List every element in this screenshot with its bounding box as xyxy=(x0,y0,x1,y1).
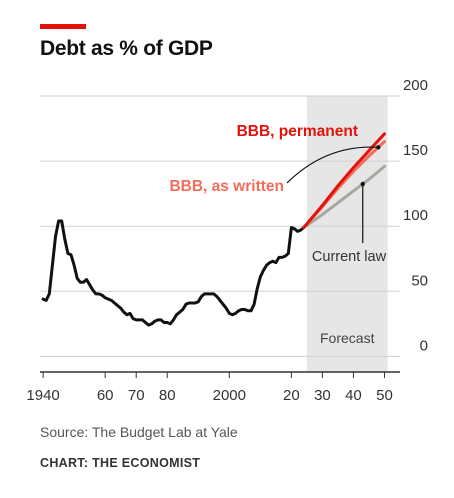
x-tick-label: 60 xyxy=(97,387,114,404)
y-tick-label: 50 xyxy=(411,272,428,289)
forecast-band xyxy=(306,96,388,372)
series-line-current_law xyxy=(302,164,386,229)
y-tick-label: 100 xyxy=(403,207,428,224)
y-tick-label: 150 xyxy=(403,142,428,159)
x-tick-label: 1940 xyxy=(26,387,59,404)
x-tick-label: 70 xyxy=(128,387,145,404)
x-tick-label: 80 xyxy=(159,387,176,404)
brand-accent-bar xyxy=(40,24,86,29)
leader-bbb-as-written xyxy=(286,146,379,184)
forecast-label: Forecast xyxy=(320,330,375,346)
x-tick-label: 50 xyxy=(376,387,393,404)
label-current-law: Current law xyxy=(312,249,387,265)
source-note: Source: The Budget Lab at Yale xyxy=(40,424,238,440)
marker-bbb-as-written xyxy=(376,145,381,150)
x-tick-label: 2000 xyxy=(213,387,246,404)
x-tick-label: 20 xyxy=(283,387,300,404)
debt-chart: Forecast BBB, permanent BBB, as written Cu… xyxy=(26,77,428,404)
series-line-permanent xyxy=(302,132,386,229)
label-bbb-permanent: BBB, permanent xyxy=(237,123,358,140)
x-tick-label: 30 xyxy=(314,387,331,404)
y-tick-label: 0 xyxy=(420,337,428,354)
marker-current-law xyxy=(360,181,365,187)
y-tick-label: 200 xyxy=(403,77,428,94)
chart-title: Debt as % of GDP xyxy=(40,37,213,60)
series-line-history xyxy=(41,219,306,327)
label-bbb-as-written: BBB, as written xyxy=(169,178,284,195)
x-tick-label: 40 xyxy=(345,387,362,404)
chart-credit: CHART: THE ECONOMIST xyxy=(40,456,201,470)
